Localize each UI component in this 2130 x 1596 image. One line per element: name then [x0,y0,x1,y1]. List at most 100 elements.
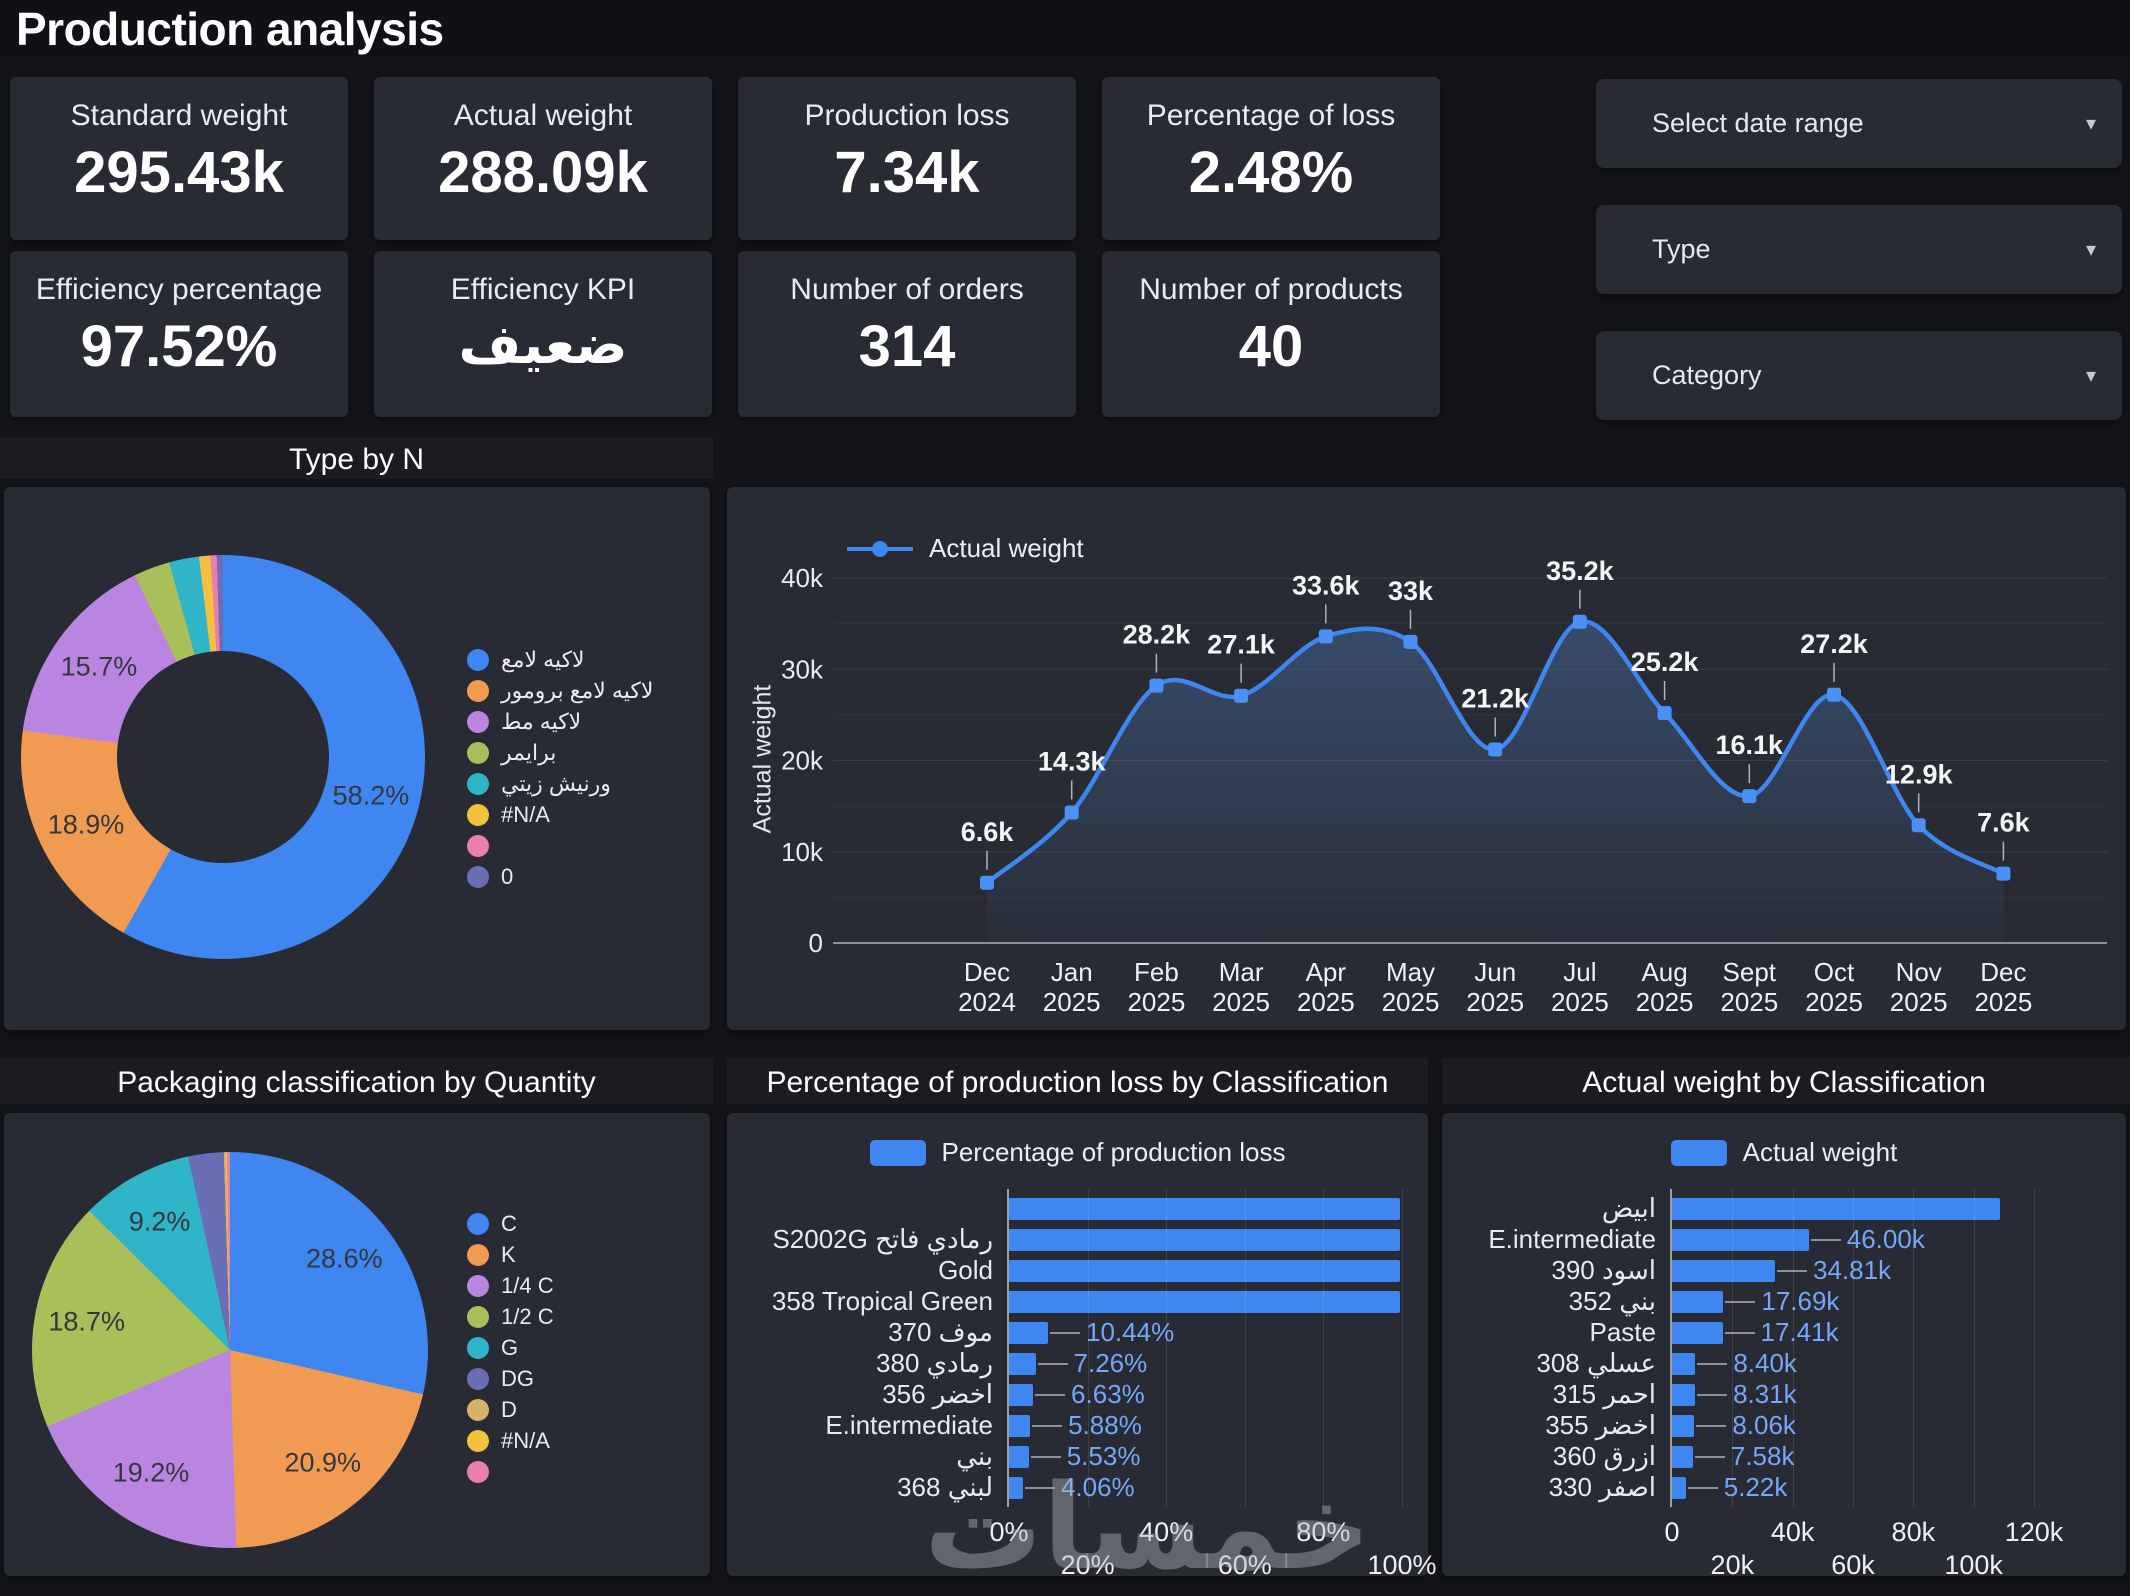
slicer-date-range[interactable]: Select date range ▾ [1596,79,2122,168]
legend-item-0[interactable]: لاكيه لامع [467,647,653,672]
x-axis-tick: Apr 2025 [1297,957,1355,1017]
bar-value-label: 8.40k [1733,1348,1797,1378]
bar[interactable] [1007,1290,1400,1313]
loss-bar-legend[interactable]: Percentage of production loss [727,1137,1428,1168]
legend-item-5[interactable]: #N/A [467,802,653,827]
bar[interactable] [1007,1445,1029,1468]
bar-row: بني 5.53% [727,1441,1428,1472]
legend-item-0[interactable]: C [467,1211,554,1236]
gridline [1853,1189,1854,1507]
bar[interactable] [1670,1228,1809,1251]
legend-item-3[interactable]: برايمر [467,740,653,765]
legend-item-6[interactable]: D [467,1397,554,1422]
actual-weight-line-chart[interactable]: 0 10k 20k 30k 40k 6.6k Dec 2024 14.3k Jan 2025 28.2… [727,487,2126,1030]
slicer-category[interactable]: Category ▾ [1596,331,2122,420]
weight-title-strip [1442,1058,2130,1104]
legend-item-4[interactable]: ورنيش زيتي [467,771,653,796]
bar-category-label: اخضر 355 [1545,1410,1656,1440]
bar[interactable] [1007,1476,1023,1499]
bar[interactable] [1670,1197,2001,1220]
slice-percent-label: 28.6% [305,1243,383,1274]
legend-item-3[interactable]: 1/2 C [467,1304,554,1329]
bar-category-label: بني [956,1441,993,1471]
legend-dot-icon [467,1399,489,1421]
x-axis-tick: 0% [989,1517,1029,1547]
label-connector [1725,1300,1756,1303]
gridline [1323,1189,1325,1507]
bar-row [727,1193,1428,1224]
y-axis-tick: 20k [781,746,824,776]
bar[interactable] [1007,1352,1036,1375]
bar[interactable] [1007,1228,1400,1251]
x-axis-tick: 20k [1710,1550,1755,1580]
bar-row: احمر 315 8.31k [1442,1379,2126,1410]
legend-item-7[interactable]: #N/A [467,1428,554,1453]
bar[interactable] [1670,1259,1775,1282]
kpi-card-standard-weight: Standard weight 295.43k [10,77,348,240]
legend-item-4[interactable]: G [467,1335,554,1360]
bar[interactable] [1007,1383,1034,1406]
legend-dot-icon [467,835,489,857]
bar-value-label: 6.63% [1071,1379,1145,1409]
bar[interactable] [1007,1321,1049,1344]
donut-title-strip [0,437,713,479]
legend-label: لاكيه مط [501,709,582,734]
bar[interactable] [1007,1259,1400,1282]
bar-category-label: احمر 315 [1552,1379,1656,1409]
type-by-n-donut[interactable] [21,555,425,959]
kpi-label: Efficiency percentage [35,273,323,306]
bar-value-label: 10.44% [1086,1317,1175,1347]
bar-category-label: رمادي 380 [876,1348,993,1378]
gridline [1732,1189,1734,1507]
data-point-label: 25.2k [1631,647,1700,677]
kpi-card-production-loss: Production loss 7.34k [738,77,1076,240]
slicer-type[interactable]: Type ▾ [1596,205,2122,294]
legend-label: DG [501,1366,534,1391]
chevron-down-icon: ▾ [2085,239,2096,261]
x-axis-tick: Dec 2024 [958,957,1016,1017]
x-axis-tick: Sept 2025 [1720,957,1778,1017]
legend-label: C [501,1211,517,1236]
legend-swatch-icon [1670,1139,1727,1166]
kpi-label: Efficiency KPI [450,273,636,306]
bar[interactable] [1670,1321,1723,1344]
bar-row: موف 370 10.44% [727,1317,1428,1348]
bar[interactable] [1007,1414,1031,1437]
packaging-pie-chart[interactable] [32,1152,428,1548]
legend-item-1[interactable]: K [467,1242,554,1267]
bar[interactable] [1670,1414,1695,1437]
legend-item-2[interactable]: لاكيه مط [467,709,653,734]
y-axis-tick: 30k [781,654,824,684]
legend-item-6[interactable] [467,835,653,857]
bar-value-label: 46.00k [1846,1224,1925,1254]
bar-track: 6.63% [1007,1379,1428,1410]
bar-value-label: 8.31k [1733,1379,1797,1409]
bar[interactable] [1670,1290,1724,1313]
bar-row: رمادي فاتح S2002G [727,1224,1428,1255]
bar[interactable] [1670,1352,1696,1375]
bar[interactable] [1670,1445,1693,1468]
data-point-label: 16.1k [1716,730,1785,760]
bar[interactable] [1007,1197,1400,1220]
legend-item-7[interactable]: 0 [467,864,653,889]
bar[interactable] [1670,1476,1686,1499]
line-legend[interactable]: Actual weight [845,533,1084,564]
packaging-pie-panel: C K 1/4 C 1/2 C G DG D #N/A 28.6% 20.9% 19.2% 18.7… [4,1113,710,1576]
y-axis-tick: 10k [781,837,824,867]
bar-value-label: 17.69k [1761,1286,1840,1316]
legend-label: ورنيش زيتي [501,771,611,796]
line-series-icon [847,540,913,557]
kpi-value: 7.34k [834,140,980,205]
bar[interactable] [1670,1383,1696,1406]
legend-item-2[interactable]: 1/4 C [467,1273,554,1298]
legend-item-1[interactable]: لاكيه لامع برومور [467,678,653,703]
bar-value-label: 17.41k [1760,1317,1839,1347]
legend-item-5[interactable]: DG [467,1366,554,1391]
legend-item-8[interactable] [467,1461,554,1483]
kpi-card-number-of-orders: Number of orders 314 [738,251,1076,417]
bar-category-label: بني 352 [1568,1286,1656,1316]
bar-row: اخضر 355 8.06k [1442,1410,2126,1441]
weight-bar-legend[interactable]: Actual weight [1442,1137,2126,1168]
label-connector [1810,1238,1841,1241]
legend-label: #N/A [501,802,550,827]
